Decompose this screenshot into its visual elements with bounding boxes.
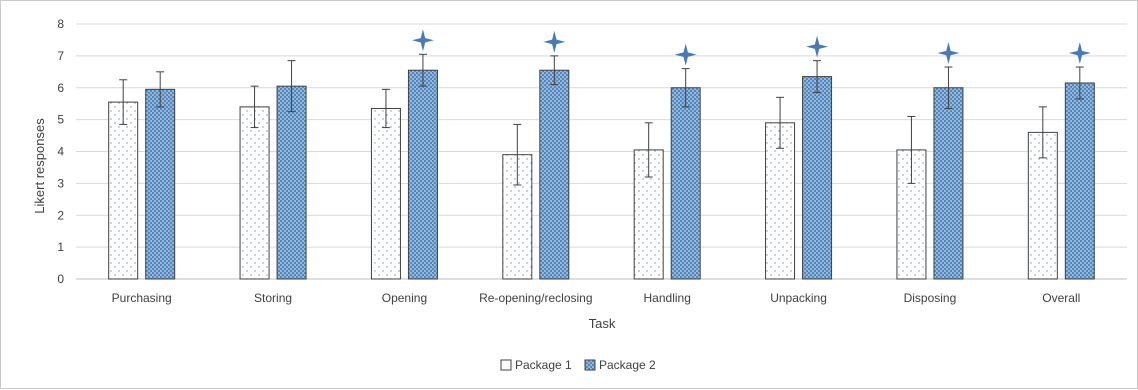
error-bar	[644, 122, 653, 178]
y-tick-labels: 0 1 2 3 4 5 6 7 8	[57, 17, 64, 286]
error-bar	[418, 53, 427, 87]
bar-1	[108, 101, 139, 280]
y-tick-label: 7	[57, 49, 64, 63]
y-tick-label: 2	[57, 208, 64, 222]
error-bar	[287, 60, 296, 113]
bar-1	[370, 107, 401, 280]
x-tick-labels: Purchasing Storing Opening Re-opening/reclo…	[112, 291, 1081, 305]
bar-2	[407, 69, 438, 280]
bar-2	[802, 76, 833, 280]
y-tick-label: 8	[57, 17, 64, 31]
significance-star-icon	[806, 35, 829, 58]
y-axis-title: Likert responses	[32, 118, 47, 214]
y-tick-label: 5	[57, 113, 64, 127]
legend-swatch-package-2	[584, 359, 596, 371]
x-tick-label: Purchasing	[112, 291, 172, 305]
bar-1	[239, 106, 270, 280]
error-bar	[681, 68, 690, 108]
error-bar	[381, 88, 390, 129]
bar-2	[145, 88, 176, 280]
gridlines	[76, 23, 1127, 280]
x-tick-label: Opening	[382, 291, 427, 305]
y-tick-label: 6	[57, 81, 64, 95]
error-bar	[156, 71, 165, 108]
y-tick-label: 1	[57, 240, 64, 254]
significance-star-icon	[937, 42, 960, 65]
bar-2	[670, 87, 701, 280]
legend-label-package-1: Package 1	[515, 358, 572, 372]
y-tick-label: 3	[57, 176, 64, 190]
error-bar	[513, 123, 522, 186]
significance-star-icon	[543, 30, 566, 53]
error-bar	[907, 115, 916, 184]
y-tick-label: 4	[57, 145, 64, 159]
bars	[108, 69, 1095, 280]
x-axis-title: Task	[589, 316, 616, 331]
error-bar	[1075, 66, 1084, 100]
x-tick-label: Handling	[644, 291, 691, 305]
significance-star-icon	[674, 43, 697, 66]
error-bar	[119, 79, 128, 125]
x-tick-label: Unpacking	[770, 291, 827, 305]
legend-label-package-2: Package 2	[599, 358, 656, 372]
x-tick-label: Disposing	[904, 291, 957, 305]
significance-star-icon	[1068, 42, 1091, 65]
error-bar	[1038, 106, 1047, 159]
bar-2	[276, 85, 307, 280]
error-bar	[813, 60, 822, 94]
x-tick-label: Overall	[1042, 291, 1080, 305]
error-bar	[250, 85, 259, 129]
x-tick-label: Re-opening/reclosing	[479, 291, 592, 305]
bar-2	[933, 87, 964, 280]
legend-swatch-package-1	[500, 359, 512, 371]
legend: Package 1 Package 2	[500, 358, 656, 372]
error-bar	[776, 96, 785, 149]
error-bar	[944, 66, 953, 109]
bar-2	[1064, 82, 1095, 280]
bar-2	[539, 69, 570, 280]
y-tick-label: 0	[57, 272, 64, 286]
x-tick-label: Storing	[254, 291, 292, 305]
significance-star-icon	[411, 29, 434, 52]
significance-markers	[411, 29, 1091, 66]
error-bars	[119, 53, 1084, 186]
error-bar	[550, 55, 559, 86]
